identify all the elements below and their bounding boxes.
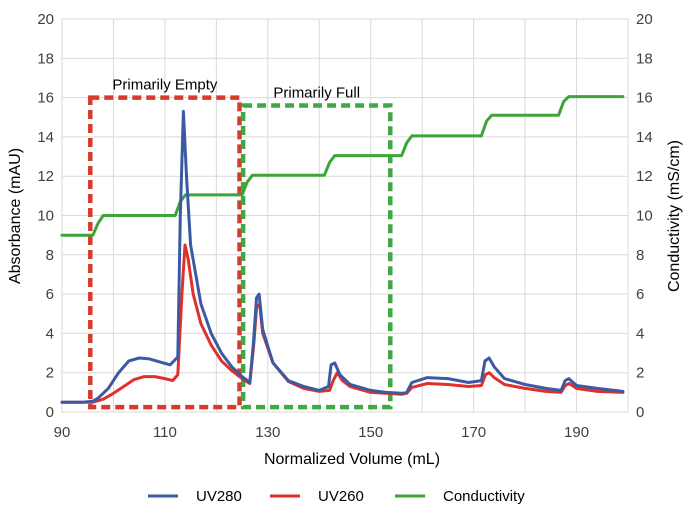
y-tick-label-left: 2	[46, 365, 54, 382]
y-tick-label-right: 18	[636, 50, 653, 67]
tick-labels: 0 2 4 6 8 10 12 14 16 18 20 0 2 4 6 8 10 12 14 16 18 20 90 110 1…	[37, 11, 652, 441]
region-box-primarily-empty	[88, 95, 242, 410]
y-tick-label-right: 12	[636, 168, 653, 185]
x-tick-label: 170	[461, 424, 486, 441]
y-tick-label-right: 6	[636, 286, 644, 303]
region-label-primarily-empty: Primarily Empty	[112, 77, 218, 94]
y-tick-label-right: 2	[636, 365, 644, 382]
y-tick-label-left: 6	[46, 286, 54, 303]
series-lines	[60, 95, 625, 404]
legend-label-uv260: UV260	[318, 488, 364, 505]
region-box-primarily-full	[240, 103, 393, 410]
series-line-conductivity	[60, 95, 625, 237]
y-axis-title-right: Conductivity (mS/cm)	[666, 140, 683, 292]
y-tick-label-right: 0	[636, 404, 644, 421]
x-axis-title: Normalized Volume (mL)	[264, 451, 440, 468]
x-tick-label: 110	[153, 424, 177, 441]
y-tick-label-left: 20	[37, 11, 54, 28]
y-tick-label-right: 10	[636, 208, 653, 225]
y-tick-label-left: 14	[37, 129, 54, 146]
y-tick-label-right: 20	[636, 11, 653, 28]
y-tick-label-left: 0	[46, 404, 54, 421]
y-tick-label-left: 18	[37, 50, 54, 67]
y-tick-label-left: 4	[46, 325, 54, 342]
x-tick-label: 150	[358, 424, 383, 441]
y-tick-label-right: 8	[636, 247, 644, 264]
legend-label-conductivity: Conductivity	[443, 488, 525, 505]
y-axis-title-left: Absorbance (mAU)	[7, 148, 24, 284]
y-tick-label-left: 8	[46, 247, 54, 264]
y-tick-label-right: 16	[636, 90, 653, 107]
region-boxes: Primarily Empty Primarily Full	[88, 77, 393, 410]
y-tick-label-right: 4	[636, 325, 644, 342]
legend-label-uv280: UV280	[196, 488, 242, 505]
series-line-uv280	[60, 109, 625, 404]
x-tick-label: 190	[564, 424, 589, 441]
y-tick-label-left: 12	[37, 168, 54, 185]
region-label-primarily-full: Primarily Full	[273, 84, 360, 101]
y-tick-label-right: 14	[636, 129, 653, 146]
y-tick-label-left: 10	[37, 208, 54, 225]
legend: UV280 UV260 Conductivity	[148, 488, 525, 505]
y-tick-label-left: 16	[37, 90, 54, 107]
x-tick-label: 90	[54, 424, 71, 441]
x-tick-label: 130	[255, 424, 280, 441]
